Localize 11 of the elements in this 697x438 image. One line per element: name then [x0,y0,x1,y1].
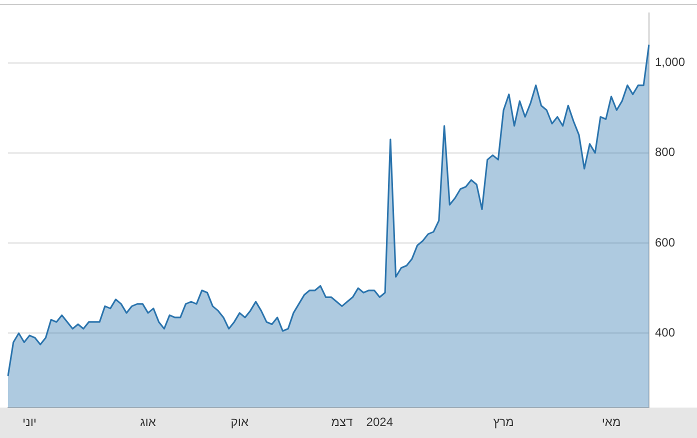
x-tick-label: דצמ [331,415,354,430]
x-tick-label: אוג [140,415,156,430]
x-tick-label: אוק [230,415,249,430]
x-tick-label: יוני [22,415,37,430]
x-tick-label: 2024 [366,415,394,430]
x-tick-label: מאי [602,415,621,430]
y-tick-label: 800 [654,145,676,160]
y-tick-label: 400 [654,326,676,340]
y-tick-label: 1,000 [654,55,686,70]
y-tick-label: 600 [654,235,676,250]
x-tick-label: מרץ [493,415,514,430]
